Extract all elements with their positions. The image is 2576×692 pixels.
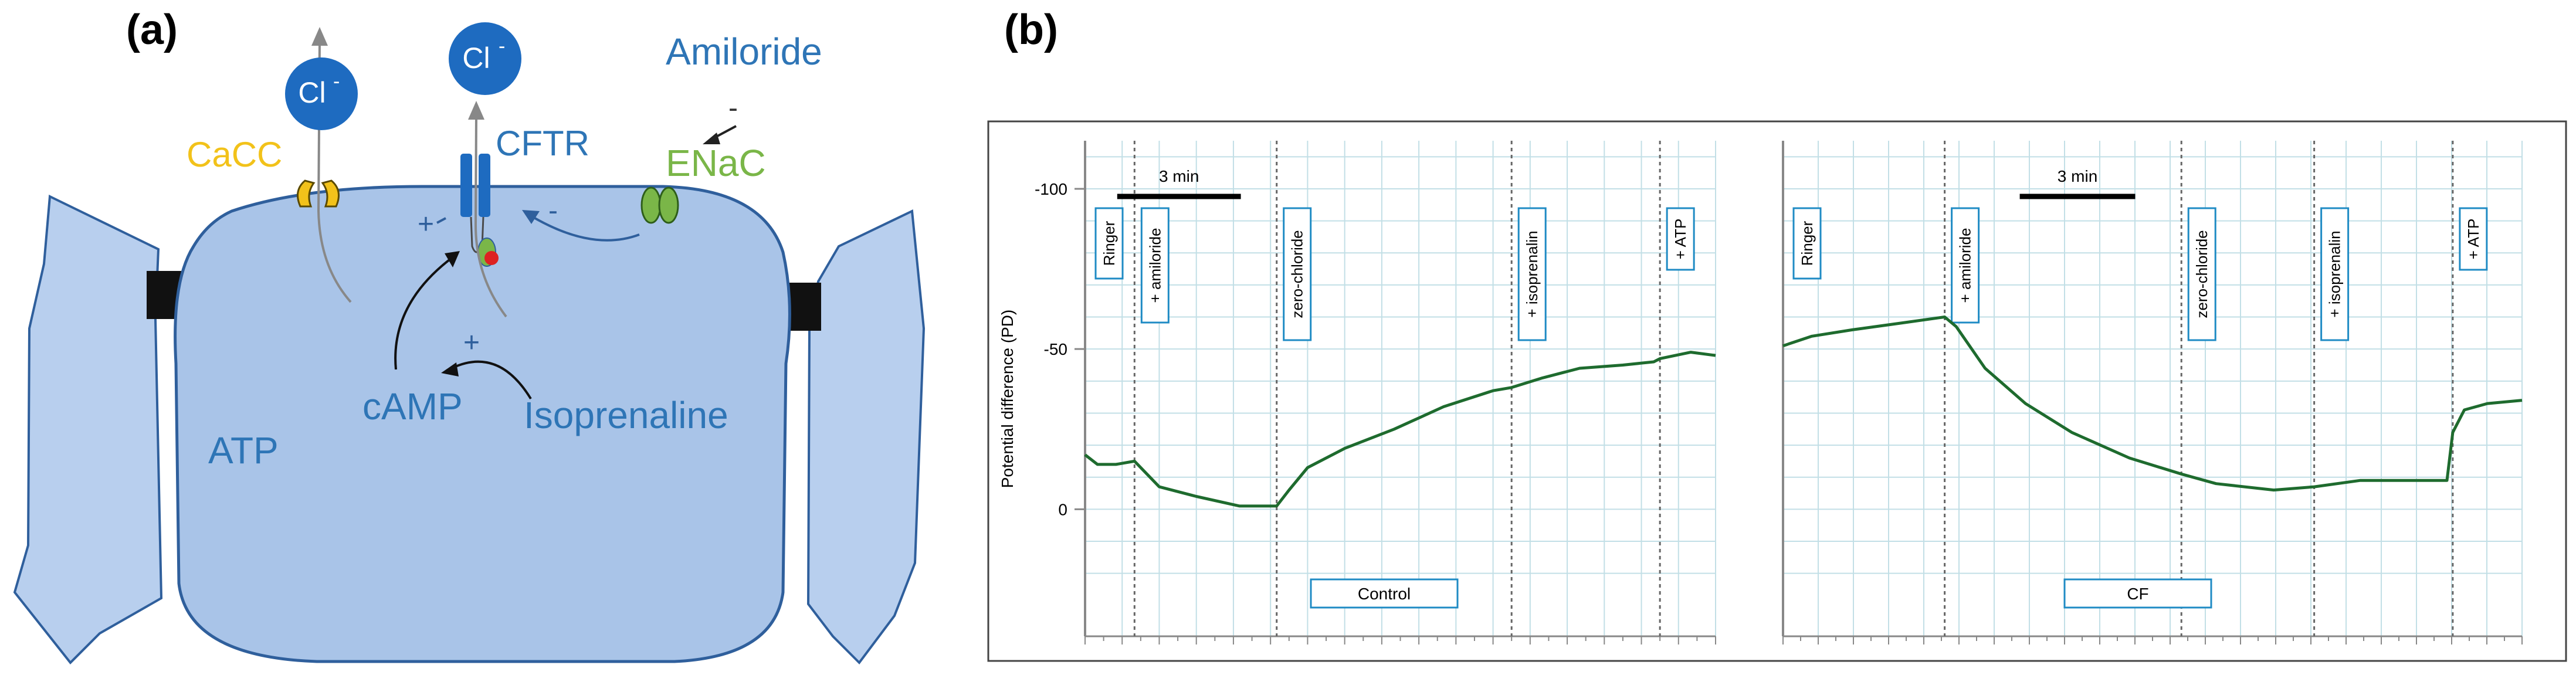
camp-plus: + [463,327,480,358]
event-label: zero-chloride [1289,230,1306,318]
camp-label: cAMP [362,385,463,428]
camp-cftr-arrow [394,257,453,370]
camp-cftr-arrowhead [445,251,460,267]
cacc-flux-arrowhead [311,27,328,46]
event-label-box [1666,207,1695,271]
right-neighbor-cell [806,209,926,665]
cl-ion-right-charge: - [499,35,505,57]
event-label-box [2187,207,2216,341]
cacc-label: CaCC [187,135,282,174]
event-label: + ATP [1672,219,1689,260]
event-label: zero-chloride [2193,230,2211,318]
central-cell [174,185,791,663]
isoprenaline-camp-arrow [451,360,532,400]
control-chart: -100 -50 0 Ringer + amiloride zero-chloride + … [1035,141,1716,644]
panel-a-label: (a) [126,6,178,53]
event-label: + isoprenalin [2326,230,2344,317]
event-label-box [1283,207,1312,341]
enac-cftr-inhibition-arrow [530,215,640,242]
event-label: Ringer [1100,221,1118,266]
event-label-box [1517,207,1547,341]
atp-label: ATP [208,429,279,471]
cf-chart: Ringer + amiloride zero-chloride + isoprena… [1782,141,2523,644]
enac-channel [640,186,679,224]
enac-cftr-inhibition-arrowhead [522,210,540,224]
cl-ion-right [449,22,521,95]
cftr-left-subunit [460,154,472,217]
left-neighbor-cell [13,194,163,665]
event-label: + amiloride [1146,228,1164,303]
y-tick-label: -100 [1035,180,1067,198]
cl-ion-left-charge: - [333,70,340,93]
condition-title-box [1310,578,1459,609]
pd-trace [1782,316,2523,492]
condition-title: Control [1358,585,1411,603]
cftr-flux-line [474,114,507,318]
isoprenaline-label: Isoprenaline [524,394,728,436]
enac-minus: - [548,195,558,226]
panel-b-frame [987,120,2567,662]
isoprenaline-camp-arrowhead [441,362,459,376]
event-label: + isoprenalin [1523,230,1541,317]
event-label-box [2459,207,2488,271]
time-scale-label: 3 min [1159,167,1199,185]
y-tick-label: 0 [1058,500,1067,518]
cl-ion-right-label: Cl [462,42,490,74]
cftr-plus-tick [436,217,446,224]
event-label-box [1140,207,1170,324]
event-label-box [1951,207,1980,324]
cftr-right-subunit [479,154,490,217]
time-scale-label: 3 min [2058,167,2097,185]
event-label-box [2320,207,2350,341]
event-label: + ATP [2465,219,2482,260]
y-axis-title: Potential difference (PD) [998,310,1016,489]
condition-title-box [2063,578,2212,609]
amiloride-sign: - [728,93,738,124]
cl-ion-left-label: Cl [298,76,326,109]
cftr-label: CFTR [496,124,589,163]
cftr-flux-arrowhead [468,101,484,120]
cacc-channel [297,179,340,208]
event-label: Ringer [1798,221,1816,266]
cl-ion-left [285,57,358,130]
panel-a: (a) Cl - CaCC Cl - CFTR [13,6,926,665]
condition-title: CF [2127,585,2148,603]
event-label: + amiloride [1957,228,1974,303]
panel-b: (b) Potential difference (PD) -100 -50 0 Ri… [987,6,2567,662]
enac-label: ENaC [666,142,766,184]
pd-trace [1084,351,1716,508]
amiloride-label: Amiloride [666,30,822,73]
cftr-regulatory-red [484,251,499,265]
amiloride-arrowhead [703,133,720,144]
cftr-plus: + [418,209,434,240]
y-tick-label: -50 [1044,340,1067,358]
event-label-box [1792,207,1822,280]
cacc-flux-line [317,40,352,303]
event-label-box [1094,207,1124,280]
panel-b-label: (b) [1004,6,1058,53]
